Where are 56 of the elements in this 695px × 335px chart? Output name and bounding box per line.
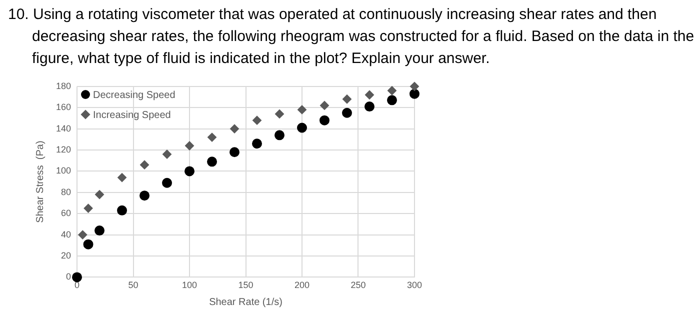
legend-label: Increasing Speed — [93, 110, 171, 122]
point — [364, 102, 374, 112]
point — [117, 205, 128, 216]
point — [320, 115, 330, 126]
point — [410, 82, 419, 91]
point — [252, 116, 262, 125]
x-tick-label: 50 — [128, 280, 138, 290]
point — [409, 88, 420, 99]
x-tick-label: 0 — [74, 280, 80, 290]
point — [298, 105, 306, 114]
y-tick-label: 120 — [56, 144, 72, 154]
point — [230, 147, 240, 158]
x-tick-label: 200 — [294, 280, 310, 290]
point — [230, 124, 240, 134]
point — [162, 150, 172, 159]
x-axis-title: Shear Rate (1/s) — [209, 296, 282, 308]
point — [72, 272, 82, 282]
y-tick-label: 20 — [61, 250, 72, 260]
y-tick-label: 60 — [61, 208, 72, 218]
point — [83, 239, 94, 250]
x-tick-label: 150 — [238, 280, 254, 290]
point — [342, 108, 352, 118]
x-tick-label: 300 — [406, 280, 422, 290]
point — [185, 141, 194, 150]
x-tick-label: 250 — [350, 280, 366, 290]
point — [387, 86, 396, 96]
point — [208, 132, 217, 142]
point — [364, 90, 374, 100]
y-tick-label: 0 — [66, 272, 72, 282]
y-tick-label: 160 — [56, 102, 72, 112]
y-tick-label: 80 — [61, 186, 72, 197]
point — [274, 130, 284, 140]
y-tick-label: 100 — [56, 166, 72, 176]
point — [386, 95, 397, 106]
point — [95, 190, 104, 200]
legend-label: Decreasing Speed — [93, 90, 176, 102]
point — [162, 178, 172, 188]
point — [184, 166, 195, 176]
point — [118, 173, 127, 182]
point — [320, 100, 329, 110]
point — [84, 204, 93, 213]
point — [94, 226, 105, 236]
point — [275, 109, 284, 118]
y-axis-title: Shear Stress (Pa) — [34, 140, 46, 223]
point — [342, 94, 352, 104]
point — [140, 190, 150, 201]
point — [207, 156, 218, 167]
point — [140, 160, 150, 170]
point — [297, 122, 307, 133]
y-tick-label: 40 — [61, 229, 72, 240]
x-tick-label: 100 — [182, 280, 198, 290]
y-tick-label: 180 — [56, 80, 72, 91]
point — [78, 230, 88, 240]
chart-title: 10. Using a rotating viscometer that was operated at continuously increasing shear rates and then decreasing shear rates, the following rheogram was constructed for a fluid. Based on the data in the figure, what type of fluid is indicated in the plot? Explain your answer. — [8, 5, 695, 69]
y-tick-label: 140 — [56, 123, 72, 134]
point — [252, 138, 262, 149]
